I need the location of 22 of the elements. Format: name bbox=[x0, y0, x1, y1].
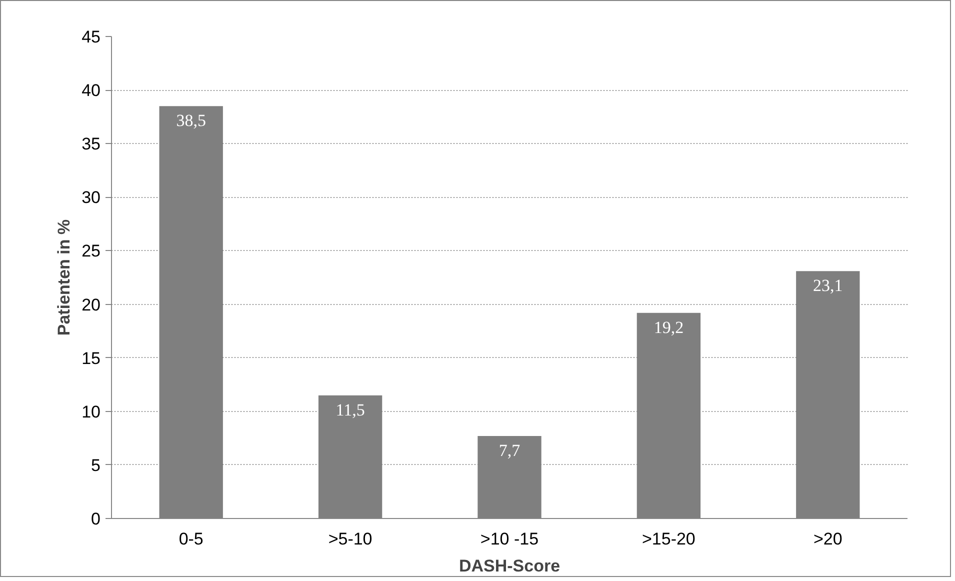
data-label: 11,5 bbox=[336, 400, 365, 420]
y-tick-label: 25 bbox=[82, 242, 101, 261]
data-label: 23,1 bbox=[813, 276, 843, 296]
y-tick-label: 20 bbox=[82, 295, 101, 314]
y-tick-label: 15 bbox=[82, 348, 101, 368]
y-tick-label: 5 bbox=[91, 456, 101, 475]
x-tick-label: >5-10 bbox=[328, 530, 372, 548]
y-tick-label: 40 bbox=[82, 81, 101, 100]
x-tick-label: >20 bbox=[813, 530, 842, 548]
y-tick-label: 0 bbox=[91, 510, 101, 528]
x-tick-label: 0-5 bbox=[178, 530, 204, 548]
y-axis-title: Patienten in % bbox=[54, 219, 74, 336]
x-tick-label: >10 -15 bbox=[480, 530, 539, 548]
y-tick-label: 10 bbox=[82, 402, 101, 422]
data-label: 7,7 bbox=[498, 441, 521, 460]
data-label: 38,5 bbox=[176, 111, 206, 130]
x-tick-label: >15-20 bbox=[642, 530, 696, 548]
y-tick-label: 35 bbox=[82, 134, 101, 154]
x-axis-title: DASH-Score bbox=[458, 556, 560, 576]
y-tick-label: 45 bbox=[82, 28, 101, 46]
data-label: 19,2 bbox=[654, 318, 684, 337]
y-tick-label: 30 bbox=[82, 188, 101, 208]
